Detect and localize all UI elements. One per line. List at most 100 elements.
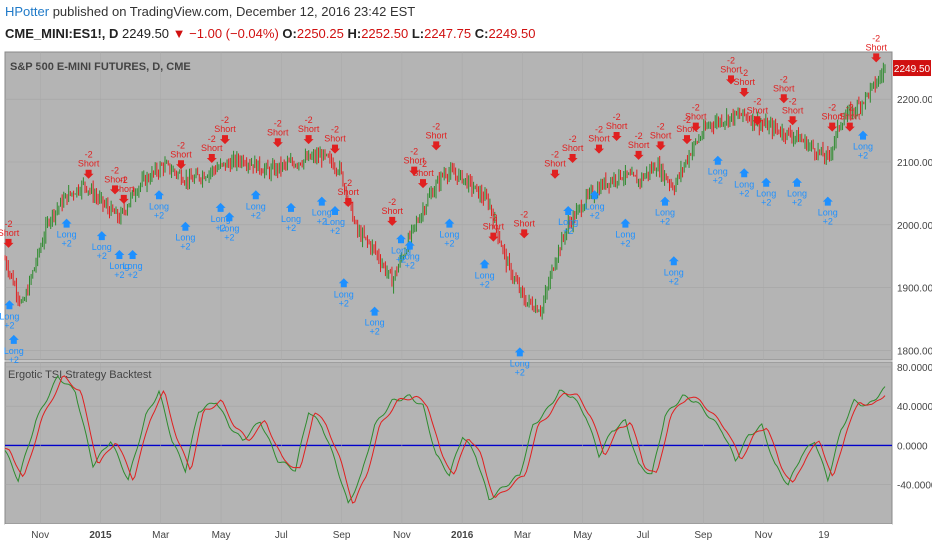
short-signal-label: Short (425, 130, 447, 140)
tsi-signal-line (4, 375, 886, 504)
main-y-tick-label: 2200.00 (897, 95, 932, 106)
short-arrow-icon (272, 138, 283, 148)
published-text: published on TradingView.com, December 1… (52, 4, 416, 19)
symbol-name[interactable]: CME_MINI:ES1!, D (5, 26, 119, 41)
ohlc-close-label: C: (474, 26, 489, 41)
ohlc-high-label: H: (347, 26, 362, 41)
long-arrow-icon (444, 218, 455, 228)
short-signal-label: Short (650, 130, 672, 140)
long-arrow-icon (286, 202, 296, 212)
long-arrow-icon (127, 250, 138, 259)
tsi-line (4, 375, 886, 504)
long-signal-label: Long (655, 208, 675, 218)
long-signal-label: Long (664, 267, 684, 277)
long-signal-label: Long (439, 230, 459, 240)
short-arrow-icon (330, 144, 340, 154)
short-signal-qty: -2 (520, 209, 528, 219)
long-signal-qty: +2 (761, 198, 771, 208)
ohlc-close-value: 2249.50 (488, 26, 536, 41)
long-signal-label: Long (57, 230, 77, 240)
ohlc-high-value: 2252.50 (361, 26, 409, 41)
x-tick-label: Nov (755, 530, 773, 541)
short-signal-qty: -2 (828, 103, 836, 113)
short-signal-qty: -2 (432, 121, 440, 131)
short-signal-qty: -2 (305, 115, 313, 125)
long-signal-label: Long (756, 189, 776, 199)
short-signal-qty: -2 (177, 140, 185, 150)
short-arrow-icon (827, 122, 838, 132)
short-arrow-icon (118, 194, 129, 204)
short-signal-qty: -2 (388, 197, 396, 207)
long-signal-qty: +2 (620, 239, 630, 249)
indicator-pane-title: Ergotic TSI Strategy Backtest (8, 369, 151, 381)
author-link[interactable]: HPotter (5, 4, 50, 19)
long-signal-label: Long (365, 318, 385, 328)
short-signal-label: Short (782, 105, 804, 115)
short-signal-label: Short (588, 134, 610, 144)
x-tick-label: 19 (818, 530, 830, 541)
long-arrow-icon (250, 190, 261, 200)
short-signal-qty: -2 (551, 150, 559, 160)
short-signal-label: Short (0, 228, 20, 238)
long-signal-qty: +2 (317, 217, 327, 227)
ohlc-open-value: 2250.25 (296, 26, 344, 41)
short-signal-qty: -2 (120, 175, 128, 185)
short-signal-qty: -2 (410, 147, 418, 157)
long-signal-qty: +2 (444, 239, 454, 249)
x-tick-label: Jul (637, 530, 650, 541)
long-signal-qty: +2 (330, 226, 340, 236)
indicator-pane-bg (4, 361, 893, 525)
short-arrow-icon (682, 135, 692, 145)
short-arrow-icon (519, 229, 530, 239)
long-signal-label: Long (585, 201, 605, 211)
short-arrow-icon (655, 141, 666, 151)
short-signal-qty: -2 (780, 74, 788, 84)
long-signal-qty: +2 (251, 210, 261, 220)
long-signal-qty: +2 (154, 210, 164, 220)
short-arrow-icon (633, 150, 644, 160)
long-arrow-icon (338, 278, 349, 288)
short-arrow-icon (3, 238, 14, 248)
long-signal-label: Long (109, 261, 129, 271)
long-signal-qty: +2 (97, 251, 107, 261)
long-arrow-icon (180, 221, 191, 231)
short-signal-qty: -2 (846, 103, 854, 113)
long-signal-qty: +2 (669, 276, 679, 286)
long-arrow-icon (396, 234, 406, 244)
long-arrow-icon (822, 196, 833, 206)
short-signal-qty: -2 (753, 96, 761, 106)
short-arrow-icon (726, 75, 736, 85)
short-signal-label: Short (865, 42, 887, 52)
long-signal-qty: +2 (114, 270, 124, 280)
long-signal-qty: +2 (339, 298, 349, 308)
long-arrow-icon (668, 256, 679, 266)
short-signal-qty: -2 (692, 103, 700, 113)
short-signal-qty: -2 (635, 131, 643, 141)
long-signal-qty: +2 (286, 223, 296, 233)
short-arrow-icon (220, 135, 230, 145)
long-arrow-icon (215, 202, 226, 212)
long-signal-label: Long (312, 208, 332, 218)
short-signal-qty: -2 (208, 134, 216, 144)
main-y-tick-label: 1800.00 (897, 347, 932, 358)
short-signal-qty: -2 (569, 134, 577, 144)
short-signal-qty: -2 (344, 178, 352, 188)
long-signal-label: Long (510, 358, 530, 368)
short-arrow-icon (409, 166, 420, 176)
price-change: −1.00 (−0.04%) (189, 26, 279, 41)
long-signal-qty: +2 (858, 151, 868, 161)
long-signal-label: Long (475, 270, 495, 280)
change-down-icon: ▼ (172, 26, 186, 41)
short-signal-qty: -2 (727, 55, 735, 65)
short-arrow-icon (176, 160, 186, 170)
x-tick-label: Mar (152, 530, 170, 541)
long-arrow-icon (858, 130, 868, 140)
main-y-tick-label: 1900.00 (897, 284, 932, 295)
long-signal-qty: +2 (224, 232, 234, 242)
short-signal-label: Short (733, 77, 755, 87)
short-arrow-icon (844, 122, 855, 132)
x-tick-label: Nov (393, 530, 411, 541)
short-signal-label: Short (324, 134, 346, 144)
main-y-tick-label: 2000.00 (897, 221, 932, 232)
